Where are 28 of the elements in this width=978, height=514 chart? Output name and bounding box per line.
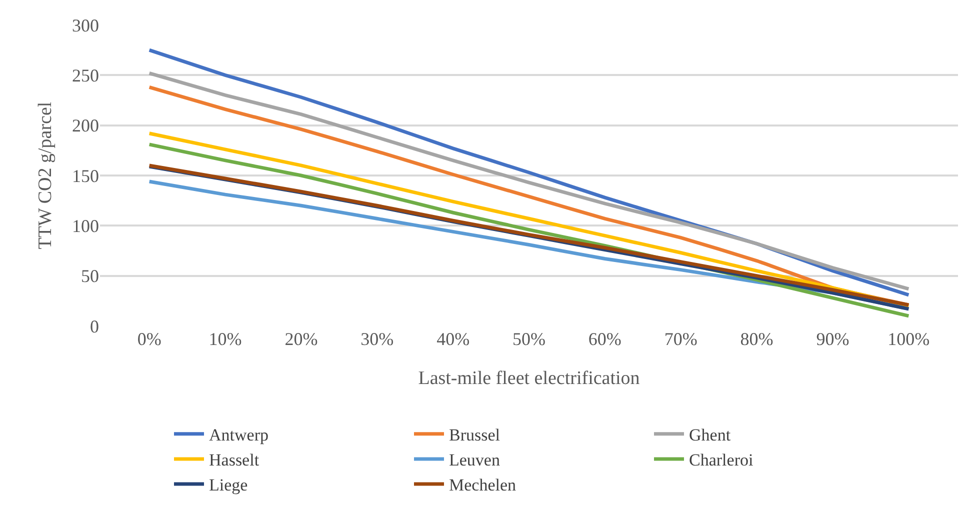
y-tick-label: 300 (72, 15, 99, 36)
x-tick-label: 60% (588, 329, 622, 349)
legend-label: Charleroi (689, 450, 754, 470)
y-tick-label: 50 (81, 266, 99, 286)
y-tick-label: 100 (72, 216, 99, 236)
x-tick-label: 100% (888, 329, 930, 349)
legend-label: Leuven (449, 450, 500, 470)
legend-label: Brussel (449, 425, 500, 444)
y-tick-label: 150 (72, 166, 99, 186)
legend-label: Mechelen (449, 476, 517, 495)
x-tick-label: 50% (512, 329, 546, 349)
y-tick-label: 200 (72, 116, 99, 136)
legend-label: Ghent (689, 425, 731, 444)
x-tick-label: 80% (740, 329, 774, 349)
x-tick-label: 10% (208, 329, 242, 349)
legend-label: Liege (209, 476, 248, 495)
x-tick-label: 20% (284, 329, 318, 349)
x-tick-label: 90% (816, 329, 850, 349)
legend-label: Antwerp (209, 425, 268, 444)
x-tick-label: 40% (436, 329, 470, 349)
y-axis-title: TTW CO2 g/parcel (34, 102, 56, 250)
x-tick-label: 0% (137, 329, 162, 349)
x-tick-label: 70% (664, 329, 698, 349)
y-tick-label: 250 (72, 65, 99, 86)
x-tick-label: 30% (360, 329, 394, 349)
x-axis-title: Last-mile fleet electrification (418, 368, 640, 389)
legend-label: Hasselt (209, 450, 260, 470)
y-tick-label: 0 (90, 316, 99, 336)
